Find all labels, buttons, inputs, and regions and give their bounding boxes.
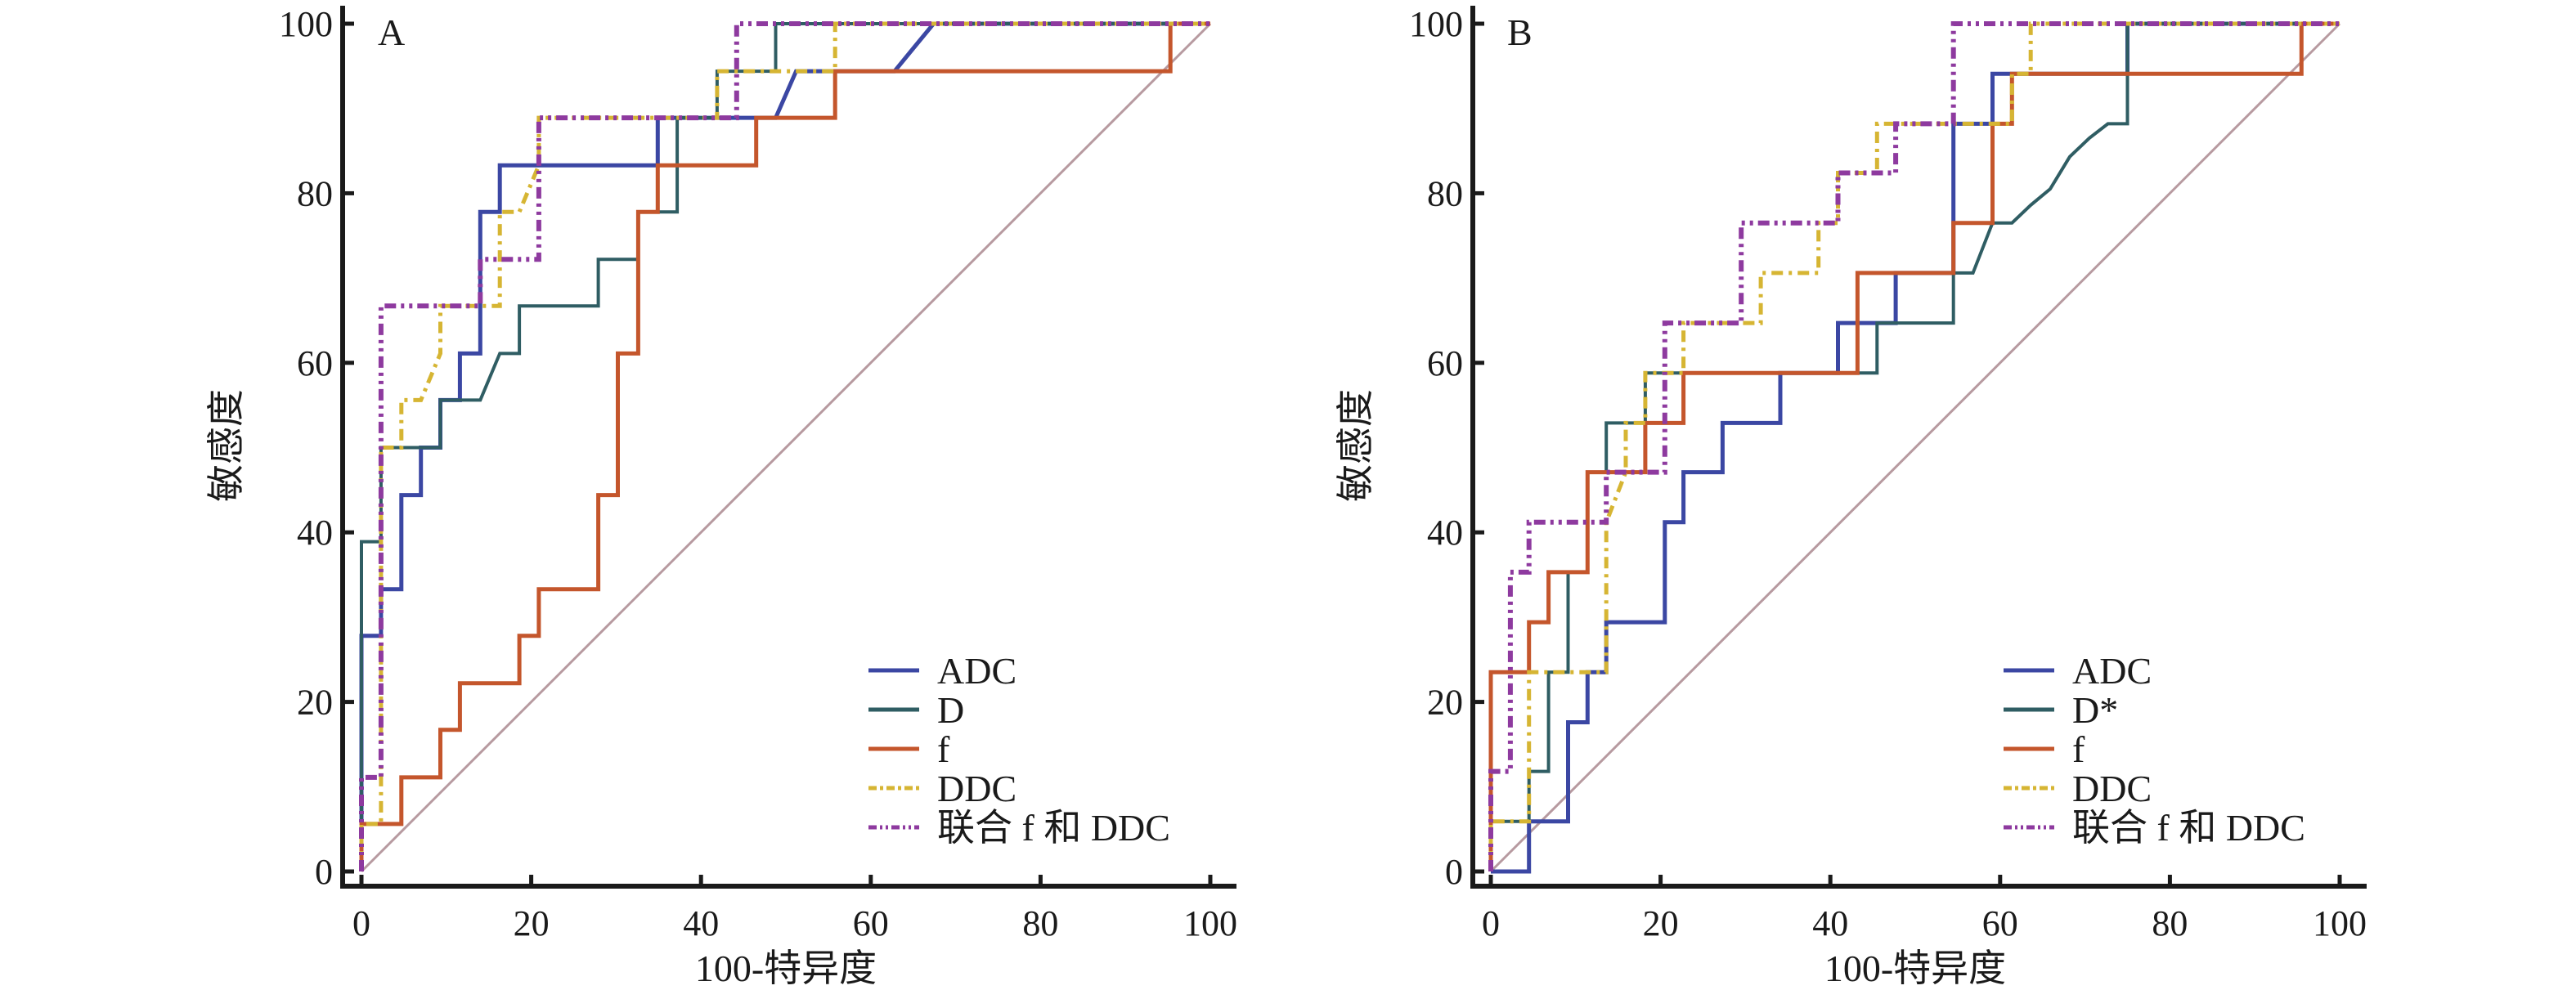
panel-a-legend-label-f: f <box>937 728 950 770</box>
panel-a-legend-label-adc: ADC <box>937 650 1016 692</box>
panel-a-x-tick-label: 20 <box>514 903 550 943</box>
panel-a-y-tick-label: 20 <box>297 683 333 723</box>
panel-a-x-tick-label: 100 <box>1183 903 1237 943</box>
panel-b-y-ticks: 0 20 40 60 80 100 <box>1409 4 1484 892</box>
panel-a-y-tick-label: 60 <box>297 343 333 383</box>
panel-a-y-axis-title: 敏感度 <box>205 389 247 502</box>
panel-b-x-tick-label: 60 <box>1982 903 2018 943</box>
panel-b-series-d-star <box>1489 22 2340 871</box>
panel-a-series-adc <box>359 21 1210 871</box>
panel-b-series-f <box>1488 21 2340 871</box>
panel-b-x-tick-label: 80 <box>2152 903 2188 943</box>
panel-a-series-ddc <box>359 21 1210 871</box>
panel-a-y-tick-label: 0 <box>315 852 333 892</box>
panel-a-x-tick-label: 80 <box>1022 903 1058 943</box>
panel-b-x-ticks: 0 20 40 60 80 100 <box>1482 875 2367 943</box>
panel-a-x-tick-label: 40 <box>683 903 719 943</box>
panel-a-y-tick-label: 40 <box>297 513 333 553</box>
panel-b-x-axis-title: 100-特异度 <box>1824 947 2006 989</box>
panel-b-y-tick-label: 80 <box>1427 173 1463 213</box>
panel-b-label: B <box>1507 11 1533 53</box>
panel-b-legend-label-d-star: D* <box>2072 689 2118 731</box>
panel-a-legend-label-combined-f-ddc: 联合 f 和 DDC <box>937 807 1170 849</box>
panel-a-series-f <box>359 21 1210 871</box>
panel-a-legend-label-d: D <box>937 689 964 731</box>
panel-b-legend-label-ddc: DDC <box>2072 768 2152 809</box>
panel-b-x-tick-label: 40 <box>1812 903 1848 943</box>
panel-a-x-ticks: 0 20 40 60 80 100 <box>352 875 1237 943</box>
panel-b-x-tick-label: 20 <box>1643 903 1679 943</box>
panel-a-series-combined-f-ddc <box>359 21 1210 871</box>
panel-b-y-tick-label: 40 <box>1427 513 1463 553</box>
panel-a-y-tick-label: 80 <box>297 173 333 213</box>
panel-b-y-axis-title: 敏感度 <box>1335 389 1376 502</box>
panel-b-reference-line <box>1489 22 2341 873</box>
panel-a-plot-area <box>359 21 1212 873</box>
panel-b-legend-label-combined-f-ddc: 联合 f 和 DDC <box>2072 807 2305 849</box>
panel-a-reference-line <box>360 22 1212 873</box>
panel-a-x-tick-label: 60 <box>853 903 889 943</box>
panel-b-x-tick-label: 0 <box>1482 903 1500 943</box>
panel-a-y-ticks: 0 20 40 60 80 100 <box>279 4 354 892</box>
panel-b-legend-label-f: f <box>2072 728 2085 770</box>
panel-b-y-tick-label: 0 <box>1445 852 1463 892</box>
panel-b-x-tick-label: 100 <box>2313 903 2367 943</box>
panel-b-y-tick-label: 60 <box>1427 343 1463 383</box>
panel-a-x-tick-label: 0 <box>352 903 370 943</box>
panel-a-legend-label-ddc: DDC <box>937 768 1016 809</box>
panel-b-series-combined-f-ddc <box>1488 21 2340 871</box>
panel-a-x-axis-title: 100-特异度 <box>695 947 877 989</box>
panel-b-series-ddc <box>1488 21 2340 871</box>
panel-b-plot-area <box>1488 21 2341 874</box>
panel-b-y-tick-label: 100 <box>1409 4 1463 44</box>
panel-b-legend-label-adc: ADC <box>2072 650 2152 692</box>
panel-a-label: A <box>378 11 405 53</box>
panel-b-y-tick-label: 20 <box>1427 683 1463 723</box>
panel-a-y-tick-label: 100 <box>279 4 333 44</box>
